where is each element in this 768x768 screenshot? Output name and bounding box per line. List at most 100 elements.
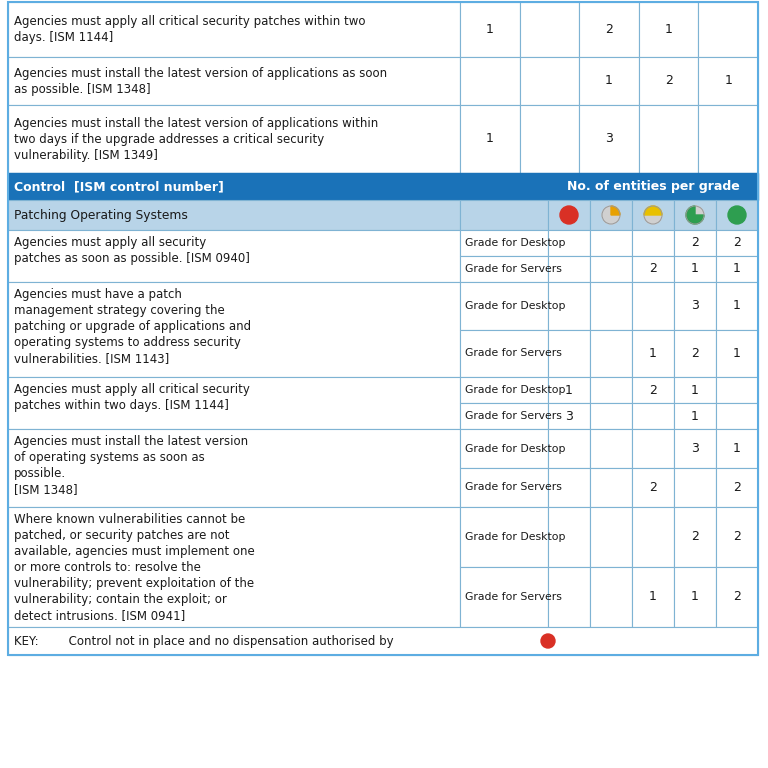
Circle shape (686, 206, 704, 224)
Bar (460, 403, 548, 429)
Bar (590, 256, 632, 282)
Circle shape (644, 206, 662, 224)
Bar (632, 377, 674, 403)
Text: Agencies must have a patch
management strategy covering the
patching or upgrade : Agencies must have a patch management st… (14, 288, 251, 365)
Bar (716, 329, 758, 377)
Bar (590, 329, 632, 377)
Bar (716, 507, 758, 567)
Bar (674, 256, 716, 282)
Bar (460, 468, 548, 507)
Bar (632, 403, 674, 429)
Text: 2: 2 (649, 383, 657, 396)
Bar (698, 105, 758, 173)
Bar (460, 377, 548, 403)
Bar (520, 105, 579, 173)
Text: 1: 1 (565, 383, 573, 396)
Bar (632, 200, 674, 230)
Text: 1: 1 (486, 133, 494, 145)
Bar (520, 57, 579, 105)
Bar (632, 429, 674, 468)
Bar (632, 567, 674, 627)
Bar (590, 377, 632, 403)
Text: Grade for Servers: Grade for Servers (465, 411, 562, 421)
Bar (579, 57, 639, 105)
Text: Grade for Servers: Grade for Servers (465, 264, 562, 274)
Bar (632, 230, 674, 256)
Text: Where known vulnerabilities cannot be
patched, or security patches are not
avail: Where known vulnerabilities cannot be pa… (14, 513, 255, 622)
Bar (674, 507, 716, 567)
Text: Agencies must install the latest version of applications as soon
as possible. [I: Agencies must install the latest version… (14, 67, 387, 95)
Text: 2: 2 (733, 237, 741, 250)
Bar (639, 57, 698, 105)
Text: Agencies must apply all critical security
patches within two days. [ISM 1144]: Agencies must apply all critical securit… (14, 383, 250, 412)
Bar (548, 567, 590, 627)
Text: 1: 1 (724, 74, 732, 88)
Bar (590, 468, 632, 507)
Text: 2: 2 (733, 591, 741, 604)
Text: Agencies must install the latest version of applications within
two days if the : Agencies must install the latest version… (14, 117, 379, 161)
Bar (460, 57, 520, 105)
Bar (716, 377, 758, 403)
Bar (548, 429, 590, 468)
Text: 2: 2 (649, 263, 657, 276)
Bar (590, 230, 632, 256)
Text: 3: 3 (565, 409, 573, 422)
Bar (460, 329, 548, 377)
Bar (716, 567, 758, 627)
Bar (674, 377, 716, 403)
Bar (8, 627, 758, 655)
Text: 3: 3 (605, 133, 613, 145)
Text: Grade for Desktop: Grade for Desktop (465, 238, 565, 248)
Text: Control  [ISM control number]: Control [ISM control number] (14, 180, 224, 193)
Circle shape (602, 206, 620, 224)
Bar (674, 429, 716, 468)
Bar (548, 256, 590, 282)
Bar (632, 256, 674, 282)
Bar (460, 256, 548, 282)
Wedge shape (644, 206, 662, 215)
Bar (8, 200, 460, 230)
Text: 2: 2 (691, 346, 699, 359)
Bar (8, 377, 460, 429)
Bar (460, 429, 548, 468)
Bar (674, 230, 716, 256)
Text: 3: 3 (691, 300, 699, 313)
Bar (674, 403, 716, 429)
Bar (716, 200, 758, 230)
Text: Grade for Servers: Grade for Servers (465, 592, 562, 602)
Bar (8, 429, 460, 507)
Bar (548, 507, 590, 567)
Bar (590, 282, 632, 329)
Text: 2: 2 (733, 531, 741, 544)
Bar (590, 403, 632, 429)
Text: 2: 2 (664, 74, 673, 88)
Bar (460, 105, 520, 173)
Bar (548, 329, 590, 377)
Bar (639, 105, 698, 173)
Bar (590, 200, 632, 230)
Bar (639, 2, 698, 57)
Text: 1: 1 (733, 263, 741, 276)
Text: 3: 3 (691, 442, 699, 455)
Bar (716, 282, 758, 329)
Text: 1: 1 (649, 591, 657, 604)
Text: Agencies must install the latest version
of operating systems as soon as
possibl: Agencies must install the latest version… (14, 435, 248, 496)
Bar (698, 57, 758, 105)
Text: Agencies must apply all security
patches as soon as possible. [ISM 0940]: Agencies must apply all security patches… (14, 236, 250, 265)
Bar (8, 173, 758, 200)
Bar (8, 230, 460, 282)
Bar (8, 2, 758, 655)
Bar (579, 2, 639, 57)
Bar (716, 256, 758, 282)
Circle shape (728, 206, 746, 224)
Wedge shape (611, 206, 620, 215)
Bar (716, 468, 758, 507)
Text: 1: 1 (691, 383, 699, 396)
Text: 1: 1 (691, 591, 699, 604)
Text: 2: 2 (691, 237, 699, 250)
Bar (674, 200, 716, 230)
Text: Agencies must apply all critical security patches within two
days. [ISM 1144]: Agencies must apply all critical securit… (14, 15, 366, 44)
Bar (548, 403, 590, 429)
Bar (590, 429, 632, 468)
Bar (8, 507, 460, 627)
